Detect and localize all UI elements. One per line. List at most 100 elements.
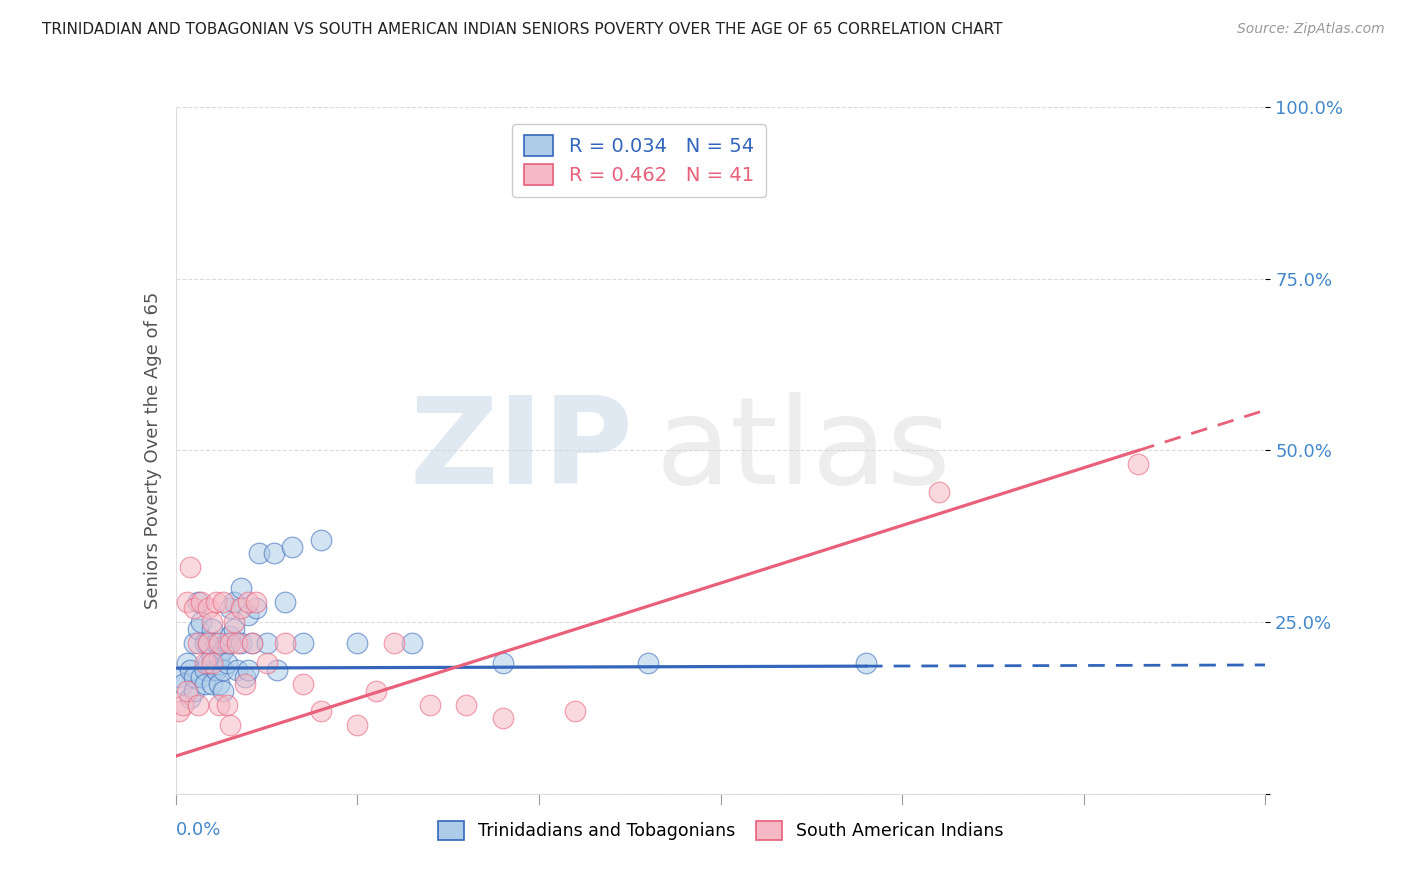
Point xyxy=(197,657,219,671)
Point xyxy=(222,615,245,630)
Point xyxy=(564,705,586,719)
Point xyxy=(197,636,219,650)
Point xyxy=(364,683,387,698)
Point xyxy=(176,683,198,698)
Point xyxy=(226,636,249,650)
Point xyxy=(238,663,260,677)
Point xyxy=(231,601,253,615)
Point xyxy=(291,677,314,691)
Point xyxy=(172,677,194,691)
Text: atlas: atlas xyxy=(655,392,950,509)
Point xyxy=(194,663,217,677)
Point xyxy=(212,642,235,657)
Point xyxy=(176,657,198,671)
Point xyxy=(1128,457,1150,471)
Point xyxy=(928,484,950,499)
Point xyxy=(197,636,219,650)
Point xyxy=(183,636,205,650)
Point xyxy=(401,636,423,650)
Point xyxy=(222,622,245,636)
Y-axis label: Seniors Poverty Over the Age of 65: Seniors Poverty Over the Age of 65 xyxy=(143,292,162,609)
Point xyxy=(240,636,263,650)
Point xyxy=(208,677,231,691)
Point xyxy=(212,683,235,698)
Point xyxy=(208,698,231,712)
Point xyxy=(190,594,212,608)
Point xyxy=(233,677,256,691)
Text: Source: ZipAtlas.com: Source: ZipAtlas.com xyxy=(1237,22,1385,37)
Point xyxy=(245,601,267,615)
Point xyxy=(212,594,235,608)
Point xyxy=(419,698,441,712)
Point xyxy=(245,594,267,608)
Point xyxy=(201,649,224,664)
Point xyxy=(382,636,405,650)
Point xyxy=(179,690,201,705)
Point xyxy=(183,683,205,698)
Text: ZIP: ZIP xyxy=(409,392,633,509)
Point xyxy=(346,718,368,732)
Point xyxy=(231,636,253,650)
Point xyxy=(855,657,877,671)
Point xyxy=(492,711,515,725)
Point xyxy=(201,622,224,636)
Point xyxy=(201,657,224,671)
Point xyxy=(281,540,304,554)
Point xyxy=(208,636,231,650)
Point xyxy=(172,698,194,712)
Point xyxy=(194,636,217,650)
Point xyxy=(247,546,270,561)
Point xyxy=(233,670,256,684)
Point xyxy=(238,608,260,623)
Point xyxy=(194,677,217,691)
Point xyxy=(266,663,288,677)
Point xyxy=(201,677,224,691)
Point xyxy=(169,705,191,719)
Point xyxy=(219,718,242,732)
Point xyxy=(219,636,242,650)
Point xyxy=(263,546,285,561)
Point xyxy=(197,601,219,615)
Point xyxy=(492,657,515,671)
Point xyxy=(183,670,205,684)
Point xyxy=(456,698,478,712)
Point xyxy=(309,533,332,547)
Point xyxy=(179,663,201,677)
Point xyxy=(274,636,297,650)
Point xyxy=(204,663,226,677)
Text: TRINIDADIAN AND TOBAGONIAN VS SOUTH AMERICAN INDIAN SENIORS POVERTY OVER THE AGE: TRINIDADIAN AND TOBAGONIAN VS SOUTH AMER… xyxy=(42,22,1002,37)
Point xyxy=(169,670,191,684)
Point xyxy=(215,636,238,650)
Point xyxy=(186,698,209,712)
Point xyxy=(186,622,209,636)
Point xyxy=(194,657,217,671)
Point xyxy=(346,636,368,650)
Point xyxy=(204,636,226,650)
Point xyxy=(219,601,242,615)
Point xyxy=(291,636,314,650)
Point xyxy=(274,594,297,608)
Legend: Trinidadians and Tobagonians, South American Indians: Trinidadians and Tobagonians, South Amer… xyxy=(430,814,1011,847)
Point xyxy=(186,636,209,650)
Point xyxy=(238,594,260,608)
Point xyxy=(256,636,278,650)
Point xyxy=(212,663,235,677)
Point xyxy=(309,705,332,719)
Point xyxy=(204,594,226,608)
Point xyxy=(637,657,659,671)
Point xyxy=(222,594,245,608)
Point xyxy=(186,594,209,608)
Point xyxy=(219,629,242,643)
Point xyxy=(215,698,238,712)
Point xyxy=(179,560,201,574)
Point xyxy=(226,663,249,677)
Point xyxy=(190,615,212,630)
Point xyxy=(256,657,278,671)
Point xyxy=(190,670,212,684)
Point xyxy=(215,657,238,671)
Text: 0.0%: 0.0% xyxy=(176,822,221,839)
Point xyxy=(183,601,205,615)
Point xyxy=(201,615,224,630)
Point xyxy=(231,581,253,595)
Point xyxy=(176,594,198,608)
